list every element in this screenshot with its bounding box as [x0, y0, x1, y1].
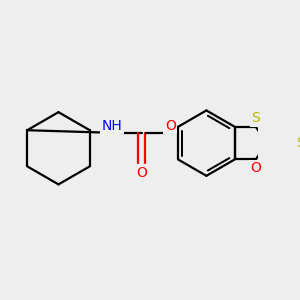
Text: S: S	[251, 111, 260, 125]
Text: O: O	[136, 166, 147, 180]
Text: O: O	[165, 119, 176, 133]
Text: O: O	[250, 161, 261, 175]
Text: S: S	[296, 136, 300, 150]
Text: NH: NH	[101, 119, 122, 133]
